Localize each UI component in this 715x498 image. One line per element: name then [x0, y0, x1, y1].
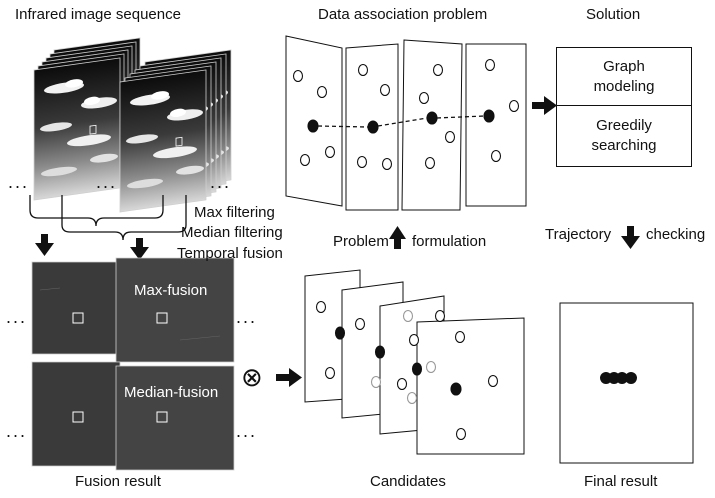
checking-label: checking [646, 226, 706, 243]
trajectory-label: Trajectory [545, 226, 612, 243]
problem-formulation-arrow [389, 226, 406, 249]
combine-operator-icon: ⊗ [241, 362, 263, 392]
fusion-result-caption: Fusion result [75, 473, 161, 490]
median-fusion-label: Median-fusion [124, 384, 219, 401]
final-result-caption: Final result [584, 473, 658, 490]
arrow-to-solution [532, 96, 557, 115]
greedily-searching-label: Greedily searching [591, 117, 657, 154]
candidates-caption: Candidates [370, 473, 446, 490]
infrared-sequence-title: Infrared image sequence [15, 6, 181, 23]
ellipsis-right-max: ... [236, 307, 258, 327]
ellipsis-left-max: ... [6, 307, 28, 327]
candidate-points [315, 300, 499, 441]
median-fusion-frames [31, 361, 235, 471]
problem-label: Problem [333, 233, 389, 250]
ellipsis-right-median: ... [236, 421, 258, 441]
max-fusion-label: Max-fusion [134, 282, 208, 299]
formulation-label: formulation [412, 233, 487, 250]
trajectory-checking-arrow [621, 226, 640, 249]
max-fusion-frames [31, 257, 235, 363]
temporal-brackets [29, 195, 187, 241]
down-arrow-to-max [35, 234, 54, 256]
ellipsis-left-sequence: ... [8, 172, 30, 192]
ellipsis-right-sequence: ... [210, 172, 232, 192]
combine-arrow [276, 368, 302, 387]
graph-modeling-label: Graph modeling [593, 58, 655, 95]
greedily-searching-box: Greedily searching [556, 105, 692, 167]
final-result-frame [559, 302, 694, 464]
median-filtering-label: Median filtering [181, 224, 283, 241]
association-links [317, 115, 485, 128]
association-points [292, 58, 520, 171]
data-association-title: Data association problem [318, 6, 488, 23]
graph-modeling-box: Graph modeling [556, 47, 692, 107]
solution-title: Solution [586, 6, 641, 23]
down-arrow-to-median [130, 238, 149, 260]
ellipsis-mid-sequence: ... [96, 172, 118, 192]
ellipsis-left-median: ... [6, 421, 28, 441]
max-filtering-label: Max filtering [194, 204, 275, 221]
candidates-frames [304, 269, 525, 455]
temporal-fusion-label: Temporal fusion [177, 245, 283, 262]
